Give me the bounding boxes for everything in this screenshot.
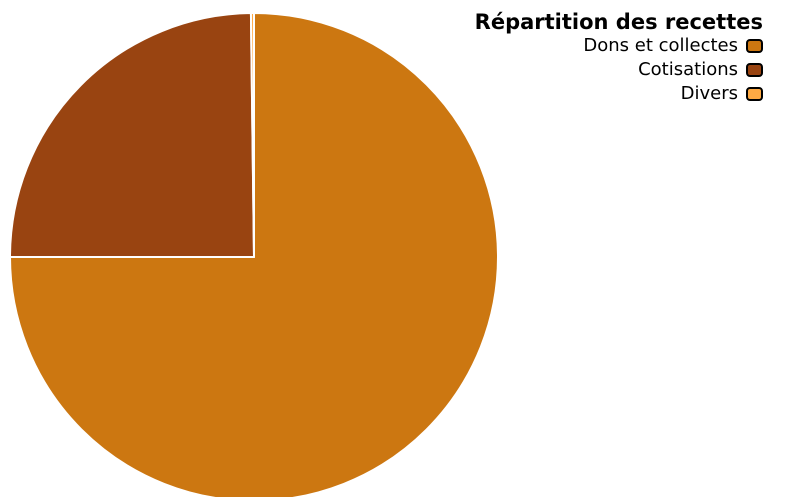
pie-slice-divers bbox=[249, 12, 255, 258]
legend-swatch-divers bbox=[746, 87, 763, 101]
pie-slice-dons-et-collectes bbox=[9, 12, 499, 497]
legend-item-cotisations: Cotisations bbox=[475, 58, 763, 82]
legend-label-divers: Divers bbox=[680, 83, 738, 104]
legend-item-dons: Dons et collectes bbox=[475, 34, 763, 58]
legend-label-dons: Dons et collectes bbox=[583, 35, 738, 56]
legend: Répartition des recettes Dons et collect… bbox=[475, 10, 763, 106]
pie-slice-cotisations bbox=[9, 12, 255, 258]
legend-swatch-cotisations bbox=[746, 63, 763, 77]
legend-swatch-dons bbox=[746, 39, 763, 53]
legend-title: Répartition des recettes bbox=[474, 10, 763, 34]
legend-item-divers: Divers bbox=[475, 82, 763, 106]
legend-label-cotisations: Cotisations bbox=[638, 59, 738, 80]
